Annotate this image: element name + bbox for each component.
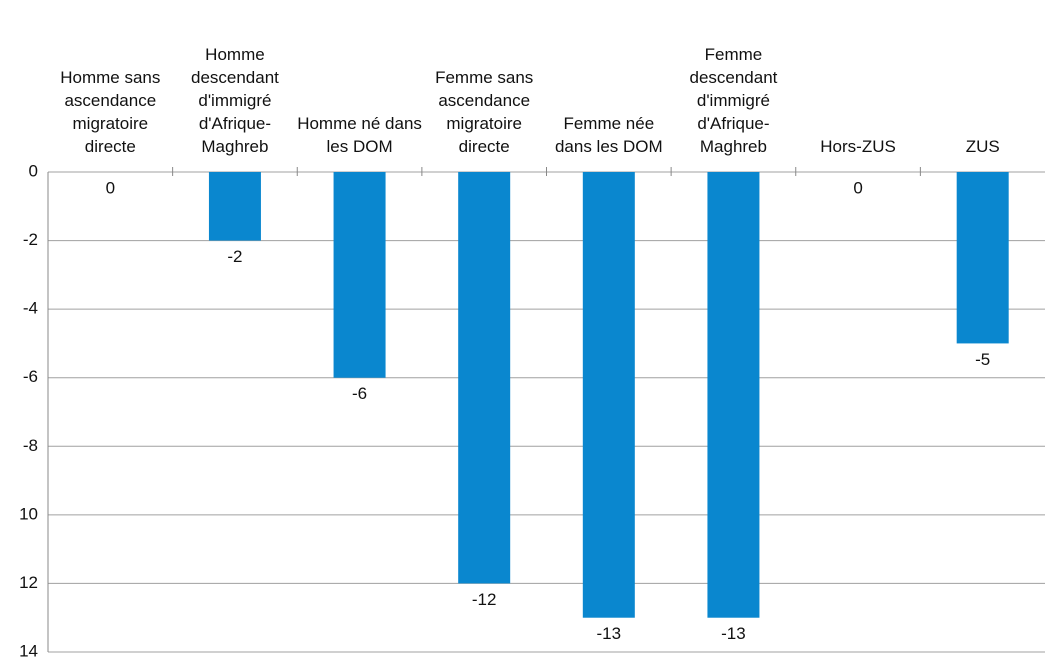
- value-label: 0: [853, 178, 862, 197]
- bar: [333, 172, 386, 378]
- y-tick-label: -2: [23, 230, 38, 249]
- value-label: -5: [975, 350, 990, 369]
- value-label: -2: [227, 247, 242, 266]
- bar: [458, 172, 511, 584]
- y-tick-label: -6: [23, 367, 38, 386]
- value-label: -13: [597, 624, 622, 643]
- bar: [956, 172, 1009, 344]
- bar: [707, 172, 760, 618]
- value-label: -6: [352, 384, 367, 403]
- y-tick-label: 14: [19, 641, 38, 657]
- x-tick-label: Homme sans ascendance migratoire directe: [60, 68, 161, 156]
- y-tick-label: 10: [19, 504, 38, 523]
- x-tick-label: Hors-ZUS: [820, 137, 896, 156]
- y-tick-label: 12: [19, 573, 38, 592]
- x-tick-label: Femme sans ascendance migratoire directe: [435, 68, 534, 156]
- bar: [208, 172, 261, 241]
- bar: [582, 172, 635, 618]
- value-label: -13: [721, 624, 746, 643]
- x-tick-label: Femme descendant d'immigré d'Afrique-Mag…: [689, 45, 778, 156]
- value-label: 0: [106, 178, 115, 197]
- y-tick-label: -4: [23, 299, 38, 318]
- x-tick-label: Femme née dans les DOM: [554, 114, 663, 156]
- x-tick-label: ZUS: [965, 137, 1000, 156]
- y-tick-label: -8: [23, 436, 38, 455]
- value-label: -12: [472, 590, 497, 609]
- x-tick-label: Homme né dans les DOM: [297, 114, 422, 156]
- x-tick-label: Homme descendant d'immigré d'Afrique-Mag…: [190, 45, 279, 156]
- y-tick-label: 0: [29, 161, 38, 180]
